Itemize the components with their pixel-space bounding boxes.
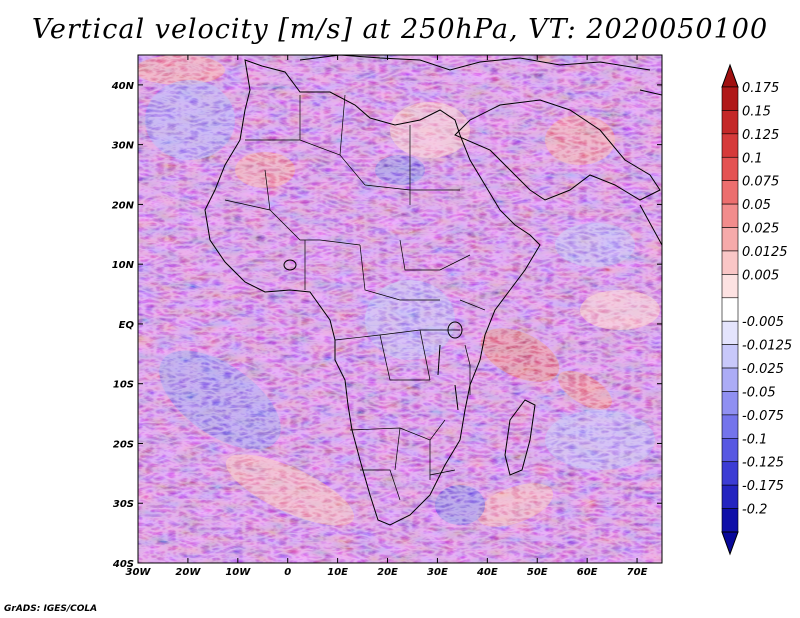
colorbar-label: -0.1 xyxy=(742,432,767,447)
colorbar-label: -0.075 xyxy=(742,409,784,424)
colorbar-label: 0.05 xyxy=(742,198,771,213)
lat-tick-label: 10S xyxy=(113,380,134,391)
lon-tick-label: 10W xyxy=(225,567,251,578)
colorbar-label: -0.005 xyxy=(742,315,784,330)
colorbar-cell xyxy=(721,274,739,299)
lat-tick-label: 30N xyxy=(112,141,135,152)
colorbar-cell xyxy=(721,461,739,486)
coastlines xyxy=(204,55,662,526)
colorbar-label: -0.0125 xyxy=(742,339,792,354)
colorbar-max-arrow xyxy=(721,63,739,88)
lat-tick-label: 40N xyxy=(111,81,135,92)
colorbar-label: 0.1 xyxy=(742,151,763,166)
lon-tick-label: 10E xyxy=(327,567,348,578)
lon-tick-label: 20E xyxy=(377,567,398,578)
grads-credit: GrADS: IGES/COLA xyxy=(4,604,98,614)
colorbar-label: 0.125 xyxy=(742,128,779,143)
colorbar-cell xyxy=(721,367,739,392)
lat-tick-label: 20N xyxy=(112,200,135,211)
colorbar-label: 0.075 xyxy=(742,175,779,190)
colorbar-cell xyxy=(721,110,739,135)
lat-tick-label: 20S xyxy=(113,439,134,450)
lat-tick-label: 10N xyxy=(112,260,135,271)
velocity-field xyxy=(138,55,662,563)
colorbar-cell xyxy=(721,180,739,205)
colorbar-cell xyxy=(721,438,739,463)
latitude-axis: 40N 30N 20N 10N EQ 10S 20S 30S 40S xyxy=(111,81,662,570)
lat-tick-label: 30S xyxy=(113,499,134,510)
colorbar-cell xyxy=(721,344,739,369)
colorbar-cell xyxy=(721,320,739,345)
colorbar-label: 0.025 xyxy=(742,222,779,237)
colorbar-label: -0.05 xyxy=(742,385,776,400)
lon-tick-label: 50E xyxy=(527,567,548,578)
colorbar-cell xyxy=(721,391,739,416)
colorbar-cell xyxy=(721,156,739,181)
colorbar-cell xyxy=(721,227,739,252)
country-borders xyxy=(224,94,486,501)
lon-tick-label: 0 xyxy=(284,567,291,578)
colorbar-label: 0.15 xyxy=(742,104,771,119)
lat-tick-label: 40S xyxy=(112,559,134,570)
colorbar: 0.175 0.15 0.125 0.1 0.075 0.05 0.025 0.0125 0.0… xyxy=(721,63,792,556)
colorbar-label: 0.0125 xyxy=(742,245,788,260)
lon-tick-label: 60E xyxy=(577,567,598,578)
lakes xyxy=(283,259,463,411)
colorbar-cell xyxy=(721,86,739,111)
colorbar-cell xyxy=(721,508,739,533)
longitude-axis: 30W 20W 10W 0 10E 20E 30E 40E 50E 60E 70E xyxy=(126,55,648,578)
lat-tick-label: EQ xyxy=(119,320,135,331)
lon-tick-label: 20W xyxy=(175,567,201,578)
lon-tick-label: 30W xyxy=(126,567,152,578)
colorbar-min-arrow xyxy=(721,531,739,556)
lon-tick-label: 40E xyxy=(476,567,498,578)
colorbar-cell xyxy=(721,484,739,509)
colorbar-cell xyxy=(721,133,739,158)
colorbar-label: -0.175 xyxy=(742,479,784,494)
colorbar-cell xyxy=(721,414,739,439)
colorbar-label: 0.005 xyxy=(742,268,779,283)
lon-tick-label: 70E xyxy=(627,567,648,578)
chart-title: Vertical velocity [m/s] at 250hPa, VT: 2… xyxy=(31,14,769,45)
colorbar-label: 0.175 xyxy=(742,81,779,96)
plot-frame xyxy=(137,54,663,564)
lon-tick-label: 30E xyxy=(427,567,448,578)
colorbar-label: -0.125 xyxy=(742,456,784,471)
colorbar-label: -0.025 xyxy=(742,362,784,377)
colorbar-cell xyxy=(721,203,739,228)
colorbar-cell xyxy=(721,250,739,275)
colorbar-label: -0.2 xyxy=(742,503,767,518)
colorbar-cell xyxy=(721,297,739,322)
